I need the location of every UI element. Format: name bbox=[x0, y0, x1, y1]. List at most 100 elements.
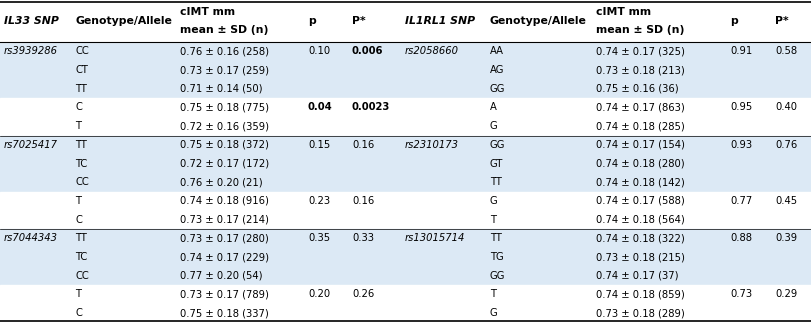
Text: 0.72 ± 0.16 (359): 0.72 ± 0.16 (359) bbox=[180, 121, 269, 131]
Text: 0.74 ± 0.17 (588): 0.74 ± 0.17 (588) bbox=[596, 196, 684, 206]
Text: 0.74 ± 0.18 (285): 0.74 ± 0.18 (285) bbox=[596, 121, 684, 131]
Text: C: C bbox=[75, 215, 82, 225]
Text: cIMT mm: cIMT mm bbox=[596, 7, 651, 17]
Text: 0.93: 0.93 bbox=[730, 140, 752, 150]
Text: 0.74 ± 0.18 (859): 0.74 ± 0.18 (859) bbox=[596, 289, 684, 299]
Text: TC: TC bbox=[75, 159, 88, 169]
Text: TT: TT bbox=[75, 140, 87, 150]
Text: 0.75 ± 0.16 (36): 0.75 ± 0.16 (36) bbox=[596, 84, 679, 94]
Text: 0.16: 0.16 bbox=[352, 196, 374, 206]
Text: TT: TT bbox=[75, 233, 87, 243]
Bar bbox=[0, 304, 811, 322]
Text: GT: GT bbox=[490, 159, 504, 169]
Text: rs13015714: rs13015714 bbox=[405, 233, 466, 243]
Text: 0.73 ± 0.17 (214): 0.73 ± 0.17 (214) bbox=[180, 215, 269, 225]
Text: 0.16: 0.16 bbox=[352, 140, 374, 150]
Text: CC: CC bbox=[75, 271, 88, 281]
Text: 0.0023: 0.0023 bbox=[352, 102, 390, 112]
Bar bbox=[0, 285, 811, 304]
Text: CT: CT bbox=[75, 65, 88, 75]
Text: 0.04: 0.04 bbox=[308, 102, 333, 112]
Text: 0.23: 0.23 bbox=[308, 196, 330, 206]
Text: 0.10: 0.10 bbox=[308, 46, 330, 56]
Text: AA: AA bbox=[490, 46, 504, 56]
Text: CC: CC bbox=[75, 46, 88, 56]
Text: 0.40: 0.40 bbox=[775, 102, 797, 112]
Text: 0.76: 0.76 bbox=[775, 140, 797, 150]
Text: rs7025417: rs7025417 bbox=[4, 140, 58, 150]
Text: 0.76 ± 0.16 (258): 0.76 ± 0.16 (258) bbox=[180, 46, 269, 56]
Text: T: T bbox=[75, 289, 81, 299]
Text: rs2058660: rs2058660 bbox=[405, 46, 459, 56]
Text: 0.39: 0.39 bbox=[775, 233, 797, 243]
Text: GG: GG bbox=[490, 140, 505, 150]
Text: 0.74 ± 0.17 (863): 0.74 ± 0.17 (863) bbox=[596, 102, 684, 112]
Text: 0.74 ± 0.17 (229): 0.74 ± 0.17 (229) bbox=[180, 252, 269, 262]
Text: 0.73: 0.73 bbox=[730, 289, 752, 299]
Text: 0.29: 0.29 bbox=[775, 289, 797, 299]
Text: 0.74 ± 0.17 (37): 0.74 ± 0.17 (37) bbox=[596, 271, 679, 281]
Text: 0.74 ± 0.18 (322): 0.74 ± 0.18 (322) bbox=[596, 233, 684, 243]
Text: T: T bbox=[75, 196, 81, 206]
Bar bbox=[0, 192, 811, 210]
Text: 0.88: 0.88 bbox=[730, 233, 752, 243]
Text: IL1RL1 SNP: IL1RL1 SNP bbox=[405, 16, 475, 26]
Text: 0.95: 0.95 bbox=[730, 102, 753, 112]
Bar bbox=[0, 210, 811, 229]
Text: Genotype/Allele: Genotype/Allele bbox=[490, 16, 587, 26]
Text: 0.73 ± 0.18 (215): 0.73 ± 0.18 (215) bbox=[596, 252, 684, 262]
Text: T: T bbox=[490, 215, 496, 225]
Text: 0.33: 0.33 bbox=[352, 233, 374, 243]
Text: TC: TC bbox=[75, 252, 88, 262]
Text: 0.58: 0.58 bbox=[775, 46, 797, 56]
Text: TT: TT bbox=[490, 177, 502, 187]
Bar bbox=[0, 98, 811, 117]
Text: TT: TT bbox=[490, 233, 502, 243]
Text: G: G bbox=[490, 121, 498, 131]
Text: 0.71 ± 0.14 (50): 0.71 ± 0.14 (50) bbox=[180, 84, 263, 94]
Bar bbox=[0, 154, 811, 173]
Text: 0.45: 0.45 bbox=[775, 196, 797, 206]
Text: 0.74 ± 0.18 (564): 0.74 ± 0.18 (564) bbox=[596, 215, 684, 225]
Bar bbox=[0, 61, 811, 79]
Text: A: A bbox=[490, 102, 497, 112]
Bar bbox=[0, 229, 811, 248]
Text: 0.20: 0.20 bbox=[308, 289, 330, 299]
Bar bbox=[0, 266, 811, 285]
Text: TG: TG bbox=[490, 252, 504, 262]
Text: 0.75 ± 0.18 (372): 0.75 ± 0.18 (372) bbox=[180, 140, 269, 150]
Text: 0.75 ± 0.18 (775): 0.75 ± 0.18 (775) bbox=[180, 102, 269, 112]
Text: cIMT mm: cIMT mm bbox=[180, 7, 235, 17]
Text: 0.73 ± 0.17 (280): 0.73 ± 0.17 (280) bbox=[180, 233, 268, 243]
Bar bbox=[0, 248, 811, 266]
Text: 0.35: 0.35 bbox=[308, 233, 330, 243]
Text: TT: TT bbox=[75, 84, 87, 94]
Text: 0.73 ± 0.17 (789): 0.73 ± 0.17 (789) bbox=[180, 289, 269, 299]
Bar bbox=[0, 79, 811, 98]
Text: GG: GG bbox=[490, 271, 505, 281]
Text: C: C bbox=[75, 308, 82, 318]
Text: AG: AG bbox=[490, 65, 504, 75]
Text: rs2310173: rs2310173 bbox=[405, 140, 459, 150]
Text: p: p bbox=[308, 16, 315, 26]
Text: 0.74 ± 0.18 (280): 0.74 ± 0.18 (280) bbox=[596, 159, 684, 169]
Text: 0.74 ± 0.17 (154): 0.74 ± 0.17 (154) bbox=[596, 140, 684, 150]
Text: 0.73 ± 0.17 (259): 0.73 ± 0.17 (259) bbox=[180, 65, 269, 75]
Bar bbox=[0, 173, 811, 192]
Text: 0.77 ± 0.20 (54): 0.77 ± 0.20 (54) bbox=[180, 271, 263, 281]
Text: mean ± SD (n): mean ± SD (n) bbox=[596, 25, 684, 35]
Text: G: G bbox=[490, 308, 498, 318]
Bar bbox=[0, 136, 811, 154]
Text: rs7044343: rs7044343 bbox=[4, 233, 58, 243]
Text: 0.15: 0.15 bbox=[308, 140, 330, 150]
Text: rs3939286: rs3939286 bbox=[4, 46, 58, 56]
Text: 0.26: 0.26 bbox=[352, 289, 374, 299]
Text: P*: P* bbox=[352, 16, 366, 26]
Text: T: T bbox=[490, 289, 496, 299]
Text: 0.73 ± 0.18 (289): 0.73 ± 0.18 (289) bbox=[596, 308, 684, 318]
Text: P*: P* bbox=[775, 16, 788, 26]
Text: 0.91: 0.91 bbox=[730, 46, 753, 56]
Text: IL33 SNP: IL33 SNP bbox=[4, 16, 59, 26]
Bar bbox=[0, 42, 811, 61]
Text: 0.74 ± 0.18 (916): 0.74 ± 0.18 (916) bbox=[180, 196, 269, 206]
